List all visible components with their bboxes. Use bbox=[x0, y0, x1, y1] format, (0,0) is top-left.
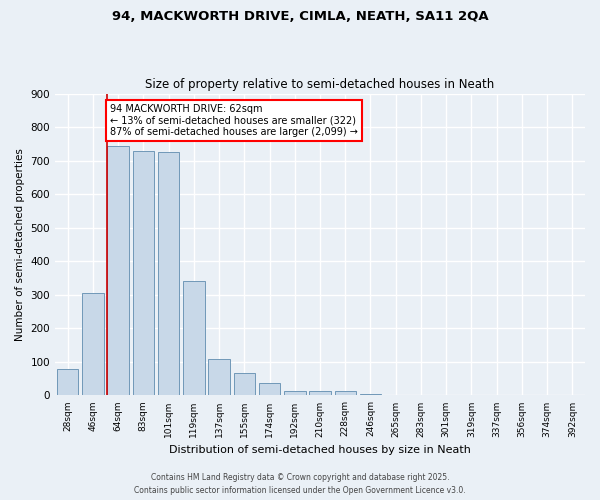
Text: 94, MACKWORTH DRIVE, CIMLA, NEATH, SA11 2QA: 94, MACKWORTH DRIVE, CIMLA, NEATH, SA11 … bbox=[112, 10, 488, 23]
Bar bbox=[259, 382, 280, 396]
Bar bbox=[335, 392, 356, 396]
Bar bbox=[233, 372, 255, 396]
Text: 94 MACKWORTH DRIVE: 62sqm
← 13% of semi-detached houses are smaller (322)
87% of: 94 MACKWORTH DRIVE: 62sqm ← 13% of semi-… bbox=[110, 104, 358, 137]
X-axis label: Distribution of semi-detached houses by size in Neath: Distribution of semi-detached houses by … bbox=[169, 445, 471, 455]
Bar bbox=[360, 394, 381, 396]
Y-axis label: Number of semi-detached properties: Number of semi-detached properties bbox=[15, 148, 25, 341]
Text: Contains HM Land Registry data © Crown copyright and database right 2025.
Contai: Contains HM Land Registry data © Crown c… bbox=[134, 474, 466, 495]
Bar bbox=[57, 368, 79, 396]
Title: Size of property relative to semi-detached houses in Neath: Size of property relative to semi-detach… bbox=[145, 78, 494, 91]
Bar bbox=[82, 293, 104, 396]
Bar bbox=[208, 359, 230, 396]
Bar bbox=[133, 150, 154, 396]
Bar bbox=[158, 152, 179, 396]
Bar bbox=[183, 282, 205, 396]
Bar bbox=[309, 392, 331, 396]
Bar bbox=[107, 146, 129, 396]
Bar bbox=[284, 391, 305, 396]
